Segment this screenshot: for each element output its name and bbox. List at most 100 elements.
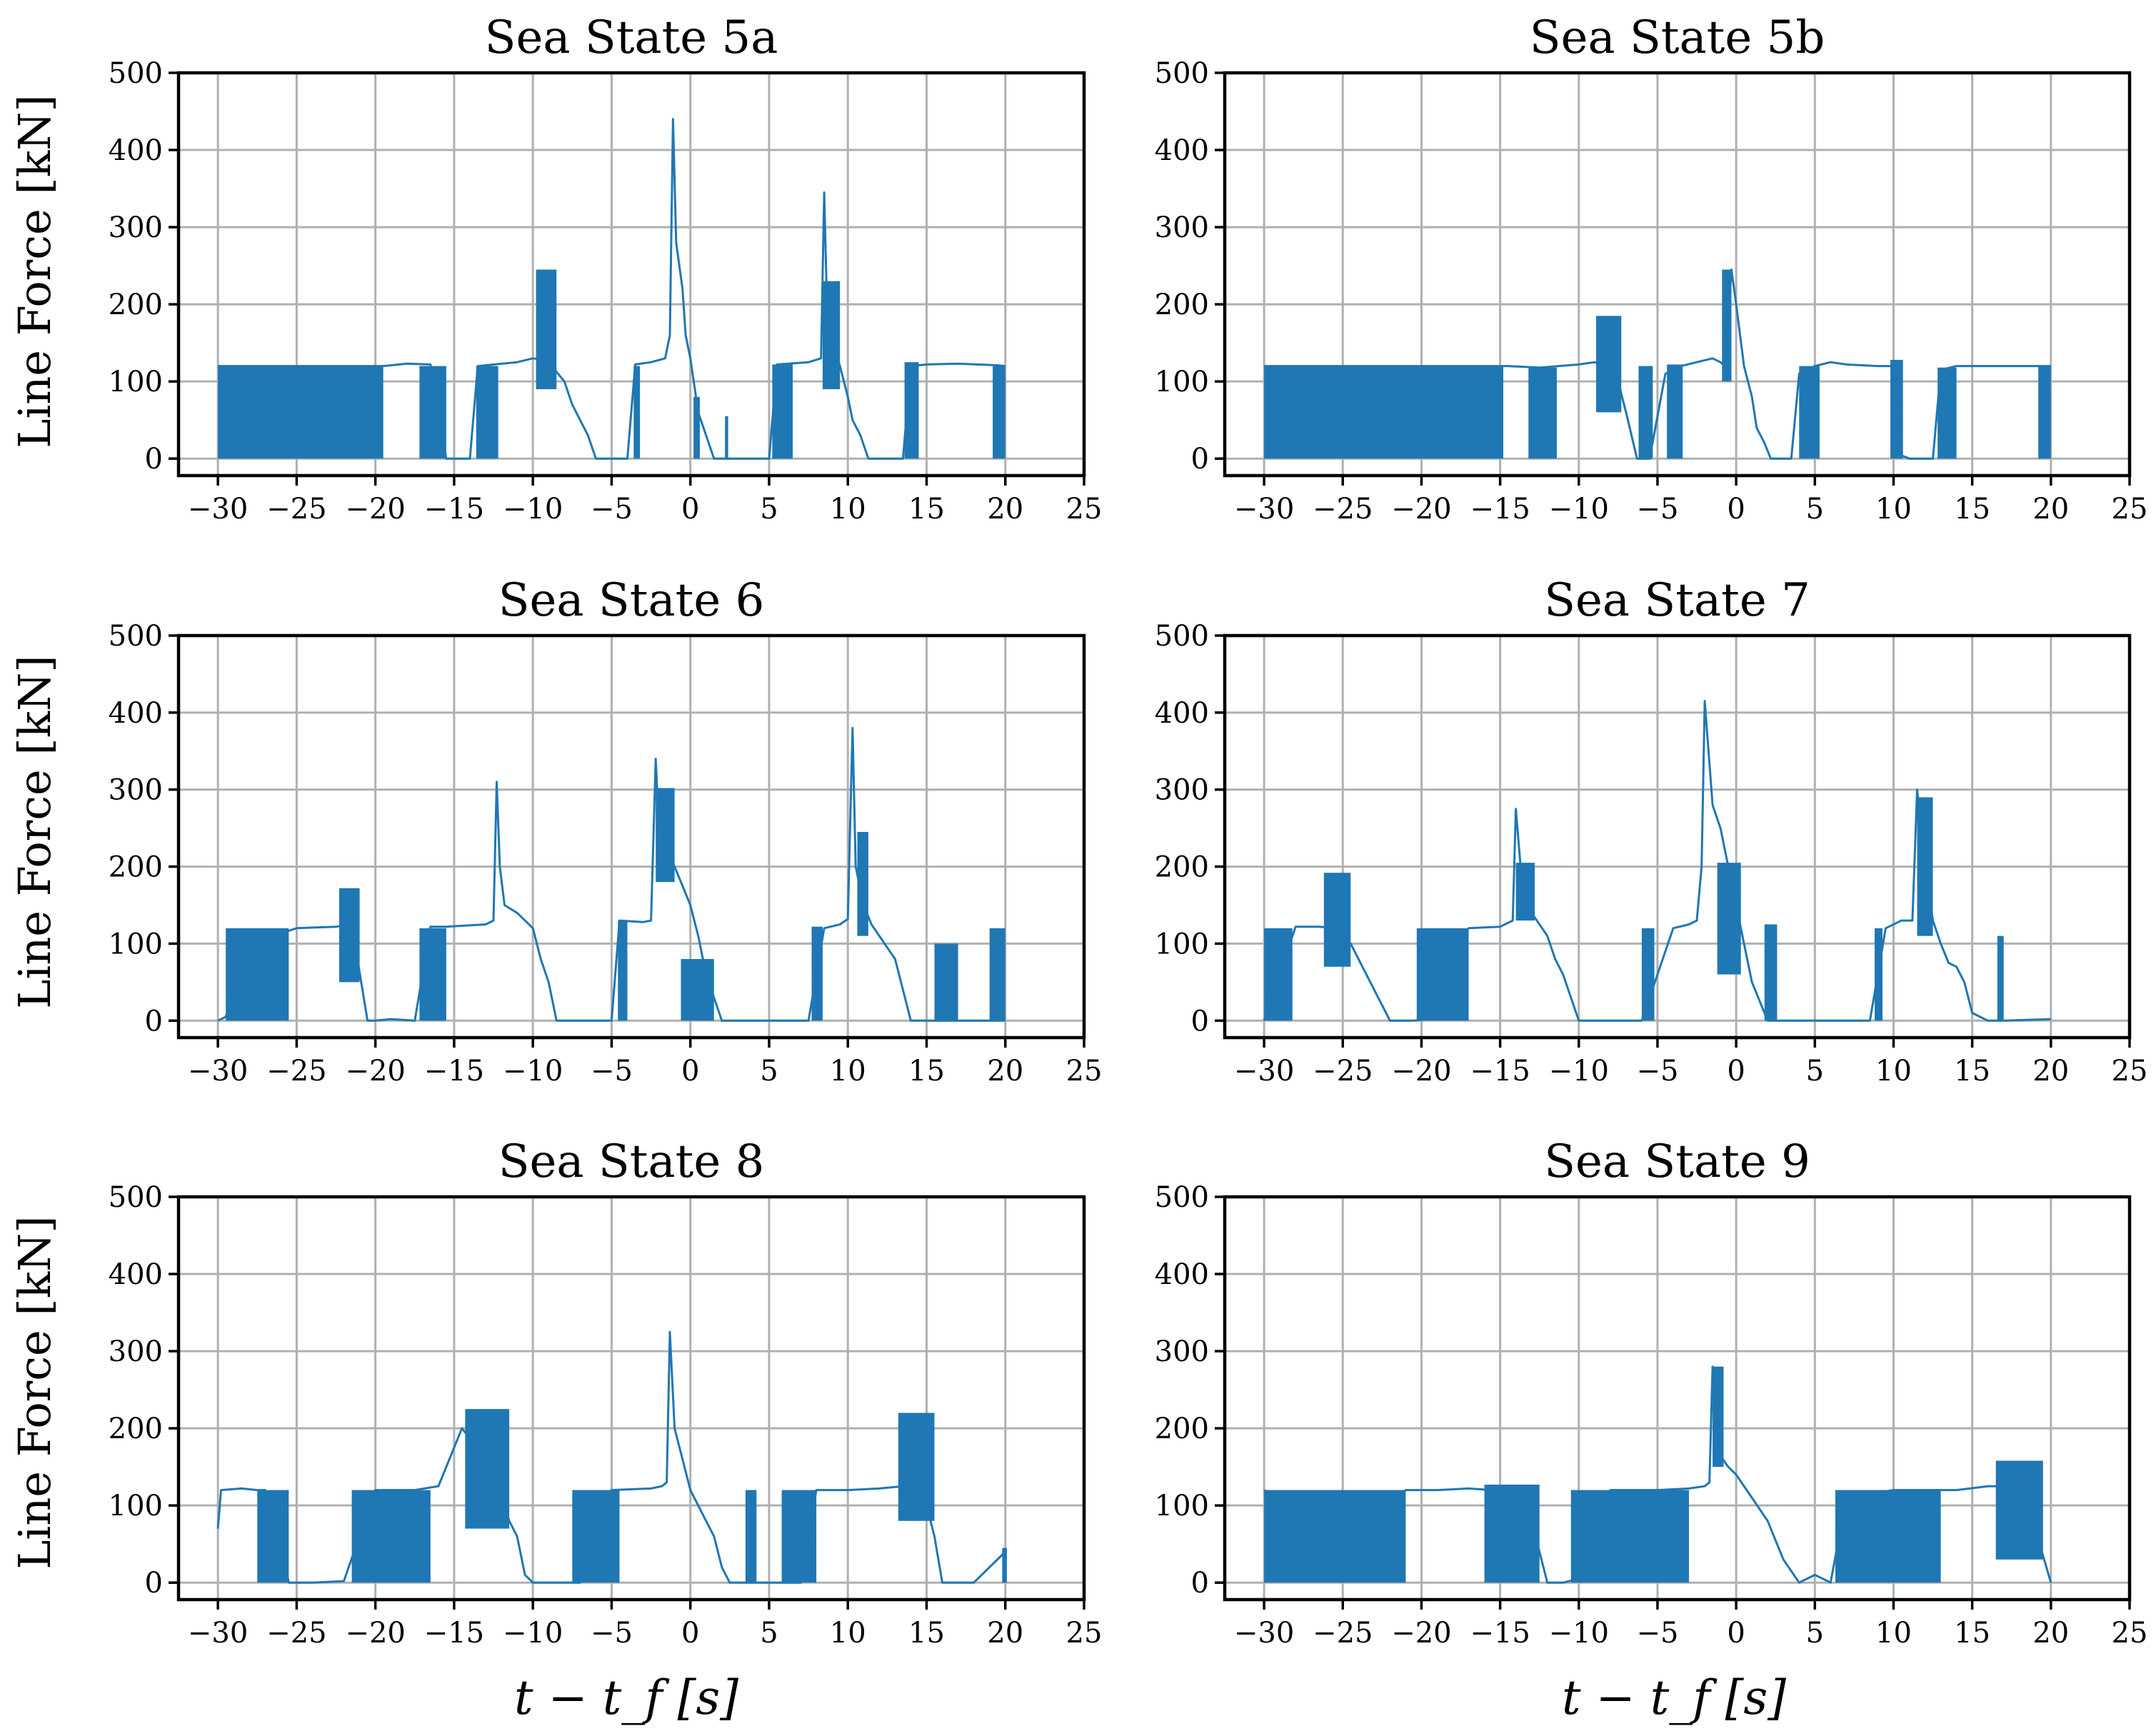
x-tick-label: 15 xyxy=(1954,493,1990,526)
x-tick-label: −15 xyxy=(1470,493,1530,526)
y-tick-label: 400 xyxy=(1155,1258,1209,1291)
x-tick-label: 25 xyxy=(1066,493,1103,526)
x-tick-label: 25 xyxy=(2112,1055,2148,1088)
x-tick-label: 5 xyxy=(1806,493,1824,526)
x-tick-label: 0 xyxy=(1727,1055,1745,1088)
x-tick-label: −10 xyxy=(503,1617,563,1650)
x-tick-label: 5 xyxy=(760,493,778,526)
x-tick-label: 10 xyxy=(830,493,866,526)
y-tick-label: 100 xyxy=(1155,1490,1209,1522)
x-tick-label: −20 xyxy=(345,1617,405,1650)
x-tick-label: 25 xyxy=(2112,1617,2148,1650)
y-tick-label: 400 xyxy=(1155,697,1209,730)
x-tick-label: 25 xyxy=(1066,1617,1103,1650)
series-band xyxy=(1264,366,1504,459)
x-tick-label: −25 xyxy=(1313,1055,1373,1088)
series-band xyxy=(693,396,700,459)
chart-panel-3: −30 −25 −20 −15 −10 −5 0 5 10 15 20 25 0 100 200 300 400… xyxy=(109,574,1103,1088)
chart-panel-5: −30 −25 −20 −15 −10 −5 0 5 10 15 20 25 0 100 200 300 400… xyxy=(109,1135,1103,1650)
x-tick-label: 15 xyxy=(908,1617,945,1650)
series-band xyxy=(218,366,383,459)
x-tick-label: 25 xyxy=(1066,1055,1103,1088)
y-tick-label: 500 xyxy=(109,1181,163,1214)
series-band xyxy=(745,1490,757,1583)
series-band xyxy=(898,1413,935,1521)
axes-frame xyxy=(1223,633,2132,1040)
y-tick-label: 100 xyxy=(109,1490,163,1522)
series-line xyxy=(1264,269,2051,460)
y-tick-label: 200 xyxy=(1155,289,1209,321)
x-tick-label: 10 xyxy=(1875,1055,1912,1088)
chart-panel-2: −30 −25 −20 −15 −10 −5 0 5 10 15 20 25 0 100 200 300 400… xyxy=(1155,11,2148,526)
y-tick-label: 0 xyxy=(1191,443,1209,476)
series-band xyxy=(1995,1460,2043,1560)
y-axis-label-row-1: Line Force [kN] xyxy=(9,94,61,448)
series-band xyxy=(1667,364,1683,459)
x-tick-label: −30 xyxy=(188,493,248,526)
series-band xyxy=(633,366,641,459)
y-axis-label-row-2: Line Force [kN] xyxy=(9,655,61,1008)
x-tick-label: −25 xyxy=(266,1617,326,1650)
x-tick-label: 20 xyxy=(987,493,1023,526)
y-tick-label: 0 xyxy=(1191,1005,1209,1038)
axes-frame xyxy=(1223,1195,2132,1602)
y-tick-label: 400 xyxy=(109,697,163,730)
y-tick-label: 500 xyxy=(1155,620,1209,653)
y-tick-label: 200 xyxy=(109,851,163,884)
y-tick-label: 100 xyxy=(1155,928,1209,960)
axes-frame xyxy=(1223,71,2132,478)
series-band xyxy=(618,920,628,1021)
series-band xyxy=(465,1409,510,1529)
y-tick-label: 400 xyxy=(109,1258,163,1291)
x-tick-label: −25 xyxy=(1313,493,1373,526)
axes-frame xyxy=(176,71,1086,478)
x-tick-label: −5 xyxy=(591,1055,633,1088)
y-tick-label: 100 xyxy=(109,366,163,398)
x-tick-label: −10 xyxy=(1549,1055,1609,1088)
y-tick-label: 100 xyxy=(109,928,163,960)
series-band xyxy=(989,928,1006,1021)
y-tick-label: 400 xyxy=(109,134,163,167)
y-tick-label: 0 xyxy=(145,1005,163,1038)
y-tick-label: 200 xyxy=(109,289,163,321)
series-band xyxy=(419,928,446,1021)
x-tick-label: 5 xyxy=(760,1055,778,1088)
y-tick-label: 0 xyxy=(145,1567,163,1600)
x-tick-label: 20 xyxy=(2032,1617,2069,1650)
x-tick-label: 20 xyxy=(987,1055,1023,1088)
series-band xyxy=(725,416,728,459)
x-tick-label: 0 xyxy=(681,1055,699,1088)
x-tick-label: −25 xyxy=(1313,1617,1373,1650)
series-band xyxy=(1764,924,1778,1021)
y-tick-label: 200 xyxy=(109,1413,163,1445)
series-band xyxy=(1641,928,1655,1021)
series-line xyxy=(1263,700,2051,1022)
y-tick-label: 500 xyxy=(109,57,163,90)
panel-title: Sea State 8 xyxy=(498,1135,765,1188)
x-tick-label: 20 xyxy=(2032,1055,2069,1088)
x-tick-label: −15 xyxy=(424,1055,484,1088)
chart-panel-1: −30 −25 −20 −15 −10 −5 0 5 10 15 20 25 0 100 200 300 400… xyxy=(109,11,1103,526)
series-line xyxy=(216,1330,1006,1584)
series-band xyxy=(536,269,557,389)
series-band xyxy=(2038,366,2051,459)
x-tick-label: 10 xyxy=(830,1617,866,1650)
x-tick-label: 20 xyxy=(2032,493,2069,526)
y-tick-label: 0 xyxy=(1191,1567,1209,1600)
series-band xyxy=(1713,1366,1724,1467)
series-band xyxy=(1528,367,1557,459)
x-tick-label: 5 xyxy=(760,1617,778,1650)
x-tick-label: −5 xyxy=(1636,1617,1678,1650)
x-tick-label: −30 xyxy=(1234,1617,1294,1650)
axes-frame xyxy=(176,1195,1086,1602)
x-tick-label: −30 xyxy=(1234,493,1294,526)
x-tick-label: −15 xyxy=(1470,1617,1530,1650)
x-tick-label: −5 xyxy=(1636,493,1678,526)
x-tick-label: 25 xyxy=(2112,493,2148,526)
x-tick-label: −15 xyxy=(424,1617,484,1650)
chart-panel-6: −30 −25 −20 −15 −10 −5 0 5 10 15 20 25 0 100 200 300 400… xyxy=(1155,1135,2148,1650)
series-band xyxy=(1997,935,2004,1021)
x-tick-label: 20 xyxy=(987,1617,1023,1650)
x-axis-label-left: t − t_f [s] xyxy=(514,1670,738,1725)
x-tick-label: 15 xyxy=(908,493,945,526)
